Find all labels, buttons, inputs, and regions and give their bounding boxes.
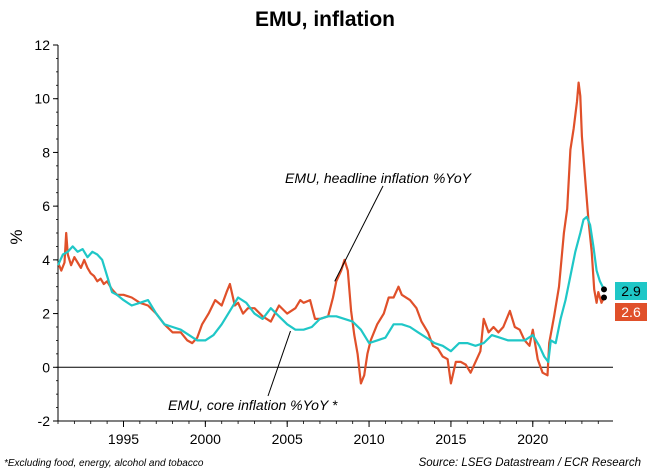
- series-end-marker: [600, 294, 607, 301]
- y-tick-label: 2: [42, 306, 50, 322]
- y-tick-label: 8: [42, 144, 50, 160]
- x-tick-label: 2005: [272, 431, 303, 447]
- end-label-box: [615, 303, 647, 321]
- leader-core: [267, 330, 291, 397]
- x-ticks: 1995 2000 2005 2010 2015 2020: [108, 421, 549, 447]
- annotation-core: EMU, core inflation %YoY *: [168, 397, 338, 413]
- y-ticks: -2 0 2 4 6 8 10 12: [34, 37, 58, 429]
- end-label-value: 2.9: [621, 283, 641, 299]
- x-tick-label: 2000: [190, 431, 221, 447]
- x-tick-label: 2020: [517, 431, 548, 447]
- annotation-headline: EMU, headline inflation %YoY: [285, 170, 473, 186]
- source: Source: LSEG Datastream / ECR Research: [419, 457, 641, 469]
- y-tick-label: 10: [34, 91, 50, 107]
- y-tick-label: 12: [34, 37, 50, 53]
- end-label-value: 2.6: [621, 304, 641, 320]
- end-label-box: [615, 282, 647, 300]
- annotation-leaders: [267, 185, 384, 397]
- y-tick-label: 4: [42, 252, 50, 268]
- leader-headline: [334, 185, 384, 282]
- axes: [56, 44, 613, 424]
- series-core: [56, 215, 605, 363]
- y-tick-label: 6: [42, 198, 50, 214]
- series-headline: [56, 81, 605, 385]
- x-tick-label: 2010: [353, 431, 384, 447]
- y-tick-label: 0: [42, 359, 50, 375]
- chart-title: EMU, inflation: [255, 8, 395, 31]
- y-tick-label: -2: [38, 413, 51, 429]
- x-tick-label: 1995: [108, 431, 139, 447]
- series-lines: [56, 81, 607, 385]
- end-labels: 2.92.6: [615, 282, 647, 321]
- series-end-marker: [600, 286, 607, 293]
- x-tick-label: 2015: [435, 431, 466, 447]
- footnote: *Excluding food, energy, alcohol and tob…: [4, 458, 204, 469]
- y-axis-label: %: [7, 229, 26, 244]
